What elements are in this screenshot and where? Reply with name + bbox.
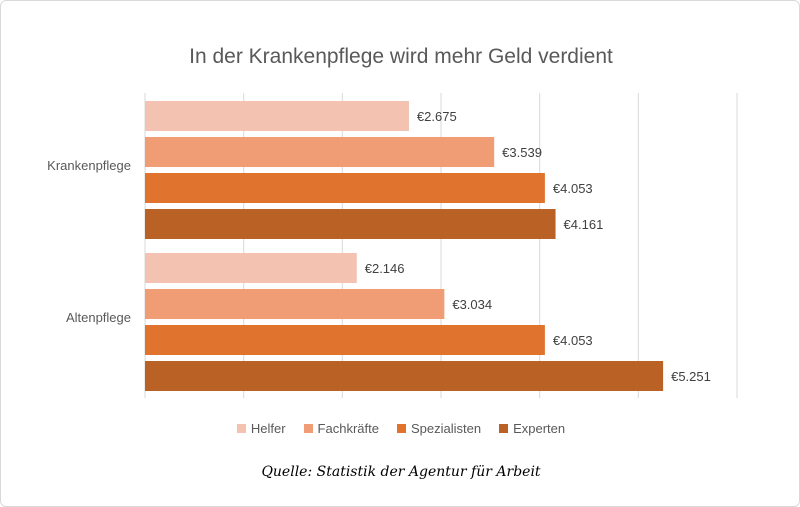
data-label: €4.053 <box>553 333 593 348</box>
data-label: €3.034 <box>452 297 492 312</box>
bar-spezialisten <box>145 325 545 355</box>
bar-fachkräfte <box>145 137 495 167</box>
bar-helfer <box>145 253 357 283</box>
legend-item: Helfer <box>236 421 286 436</box>
legend-label: Experten <box>513 421 566 436</box>
legend-label: Fachkräfte <box>317 421 379 436</box>
bar-experten <box>145 361 664 391</box>
bar-helfer <box>145 101 409 131</box>
data-label: €4.161 <box>564 217 604 232</box>
chart-title: In der Krankenpflege wird mehr Geld verd… <box>189 45 613 68</box>
legend-swatch <box>303 424 313 433</box>
legend-item: Spezialisten <box>396 421 482 436</box>
data-label: €4.053 <box>553 181 593 196</box>
bar-fachkräfte <box>145 289 445 319</box>
legend-swatch <box>396 424 406 433</box>
data-label: €5.251 <box>671 369 711 384</box>
bar-spezialisten <box>145 173 545 203</box>
bar-experten <box>145 209 556 239</box>
legend-label: Helfer <box>250 421 286 436</box>
legend-item: Fachkräfte <box>303 421 379 436</box>
data-label: €2.675 <box>417 109 457 124</box>
legend-label: Spezialisten <box>410 421 482 436</box>
data-label: €2.146 <box>365 261 405 276</box>
source-note: Quelle: Statistik der Agentur für Arbeit <box>261 464 541 480</box>
legend-swatch <box>236 424 246 433</box>
data-label: €3.539 <box>502 145 542 160</box>
category-label: Altenpflege <box>66 310 131 325</box>
legend-swatch <box>499 424 509 433</box>
legend-item: Experten <box>499 421 565 436</box>
category-label: Krankenpflege <box>47 158 131 173</box>
legend: Helfer Fachkräfte Spezialisten Experten <box>1 421 799 436</box>
